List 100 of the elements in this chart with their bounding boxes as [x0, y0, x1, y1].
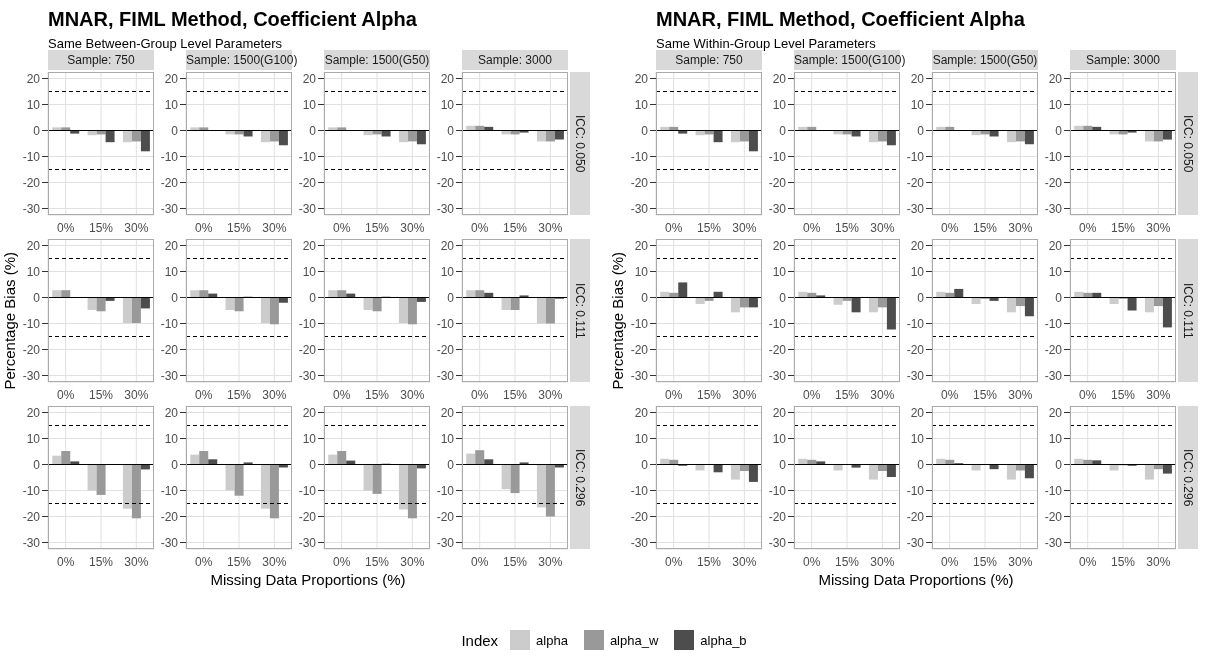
y-tick-label: 0: [33, 123, 41, 138]
y-tick-label: 0: [309, 290, 317, 305]
y2-axis-title: ICC: 0.050: [1181, 114, 1195, 173]
y-tick-label: 0: [447, 123, 455, 138]
x-tick-label: 30%: [1008, 387, 1033, 402]
y2-axis-title: ICC: 0.296: [1181, 448, 1195, 507]
legend-label: alpha_w: [609, 632, 659, 648]
y-tick-label: 10: [1048, 97, 1063, 112]
y-tick-label: -20: [1044, 342, 1063, 357]
x-tick-label: 30%: [262, 387, 287, 402]
legend-label: alpha: [536, 632, 568, 648]
y-tick-label: 10: [910, 264, 925, 279]
x-tick-label: 30%: [732, 554, 757, 569]
y-tick-label: -10: [768, 149, 787, 164]
y-tick-label: 10: [1048, 431, 1063, 446]
y2-axis-title: ICC: 0.296: [573, 448, 587, 507]
y-tick-label: 20: [772, 238, 787, 253]
y-tick-label: 0: [1055, 123, 1063, 138]
x-tick-label: 15%: [226, 220, 252, 235]
y-tick-label: 10: [634, 97, 649, 112]
x-tick-label: 0%: [802, 554, 821, 569]
text: Same Within-Group Level Parameters: [656, 36, 876, 51]
x-tick-label: 15%: [1110, 387, 1136, 402]
chart-title: Sample: 750: [656, 50, 762, 70]
y-tick-label: -20: [160, 342, 179, 357]
x-tick-label: 0%: [802, 220, 821, 235]
x-tick-label: 15%: [696, 220, 722, 235]
x-tick-label: 15%: [226, 554, 252, 569]
y-tick-label: 20: [26, 71, 41, 86]
y-tick-label: -20: [298, 175, 317, 190]
y-tick-label: 20: [772, 71, 787, 86]
chart-title: Sample: 1500(G100): [794, 52, 906, 69]
y2-axis-title: ICC: 0.111: [573, 282, 587, 339]
x-tick-label: 30%: [732, 220, 757, 235]
y-tick-label: 10: [302, 431, 317, 446]
x-tick-label: 15%: [364, 387, 390, 402]
x-tick-label: 30%: [870, 220, 895, 235]
x-tick-label: 0%: [940, 387, 959, 402]
y-tick-label: -30: [768, 201, 787, 216]
x-tick-label: 30%: [1146, 554, 1171, 569]
y-tick-label: 10: [302, 97, 317, 112]
y-tick-label: 10: [772, 264, 787, 279]
y-tick-label: -10: [22, 316, 41, 331]
y-axis-title: Percentage Bias (%): [0, 251, 18, 390]
y-tick-label: -10: [22, 149, 41, 164]
y-tick-label: -10: [906, 483, 925, 498]
x-tick-label: 0%: [56, 220, 75, 235]
x-tick-label: 30%: [262, 554, 287, 569]
y-tick-label: 0: [1055, 290, 1063, 305]
x-tick-label: 0%: [332, 554, 351, 569]
y-tick-label: 20: [302, 238, 317, 253]
x-tick-label: 0%: [332, 220, 351, 235]
y-tick-label: -10: [768, 483, 787, 498]
x-tick-label: 30%: [1146, 387, 1171, 402]
x-tick-label: 15%: [364, 220, 390, 235]
x-tick-label: 30%: [1008, 220, 1033, 235]
x-tick-label: 15%: [696, 554, 722, 569]
x-tick-label: 0%: [194, 554, 213, 569]
y-tick-label: -20: [298, 509, 317, 524]
y-tick-label: 20: [26, 238, 41, 253]
y-tick-label: 10: [440, 264, 455, 279]
y-tick-label: -10: [22, 483, 41, 498]
y-tick-label: 0: [641, 457, 649, 472]
y-tick-label: -30: [906, 535, 925, 550]
y-tick-label: -30: [1044, 201, 1063, 216]
text: MNAR, FIML Method, Coefficient Alpha: [656, 8, 1025, 31]
y-tick-label: 20: [440, 71, 455, 86]
y-tick-label: -30: [768, 535, 787, 550]
y-tick-label: -30: [630, 368, 649, 383]
x-tick-label: 0%: [940, 554, 959, 569]
x-tick-label: 15%: [88, 554, 114, 569]
y-tick-label: 10: [440, 97, 455, 112]
text: MNAR, FIML Method, Coefficient Alpha: [48, 8, 417, 31]
x-tick-label: 30%: [400, 554, 425, 569]
x-tick-label: 0%: [1078, 554, 1097, 569]
y-tick-label: 10: [772, 97, 787, 112]
y-tick-label: 20: [910, 405, 925, 420]
y-tick-label: -30: [436, 535, 455, 550]
y-tick-label: 20: [910, 238, 925, 253]
x-tick-label: 15%: [364, 554, 390, 569]
x-tick-label: 30%: [400, 387, 425, 402]
x-tick-label: 15%: [972, 387, 998, 402]
y-tick-label: 0: [33, 457, 41, 472]
x-tick-label: 0%: [1078, 220, 1097, 235]
x-axis-title: Missing Data Proportions (%): [817, 571, 1015, 588]
x-tick-label: 30%: [1008, 554, 1033, 569]
y-tick-label: 20: [1048, 405, 1063, 420]
y-tick-label: 0: [641, 123, 649, 138]
x-tick-label: 0%: [664, 554, 683, 569]
x-tick-label: 30%: [870, 387, 895, 402]
chart-title: Sample: 3000: [462, 50, 568, 70]
y-tick-label: 20: [302, 71, 317, 86]
x-tick-label: 30%: [538, 554, 563, 569]
y-tick-label: -20: [1044, 175, 1063, 190]
x-tick-label: 15%: [1110, 220, 1136, 235]
y-tick-label: -10: [436, 149, 455, 164]
x-axis-title: Missing Data Proportions (%): [209, 571, 407, 588]
y-tick-label: -30: [160, 201, 179, 216]
x-tick-label: 30%: [124, 554, 149, 569]
y-tick-label: -30: [768, 368, 787, 383]
